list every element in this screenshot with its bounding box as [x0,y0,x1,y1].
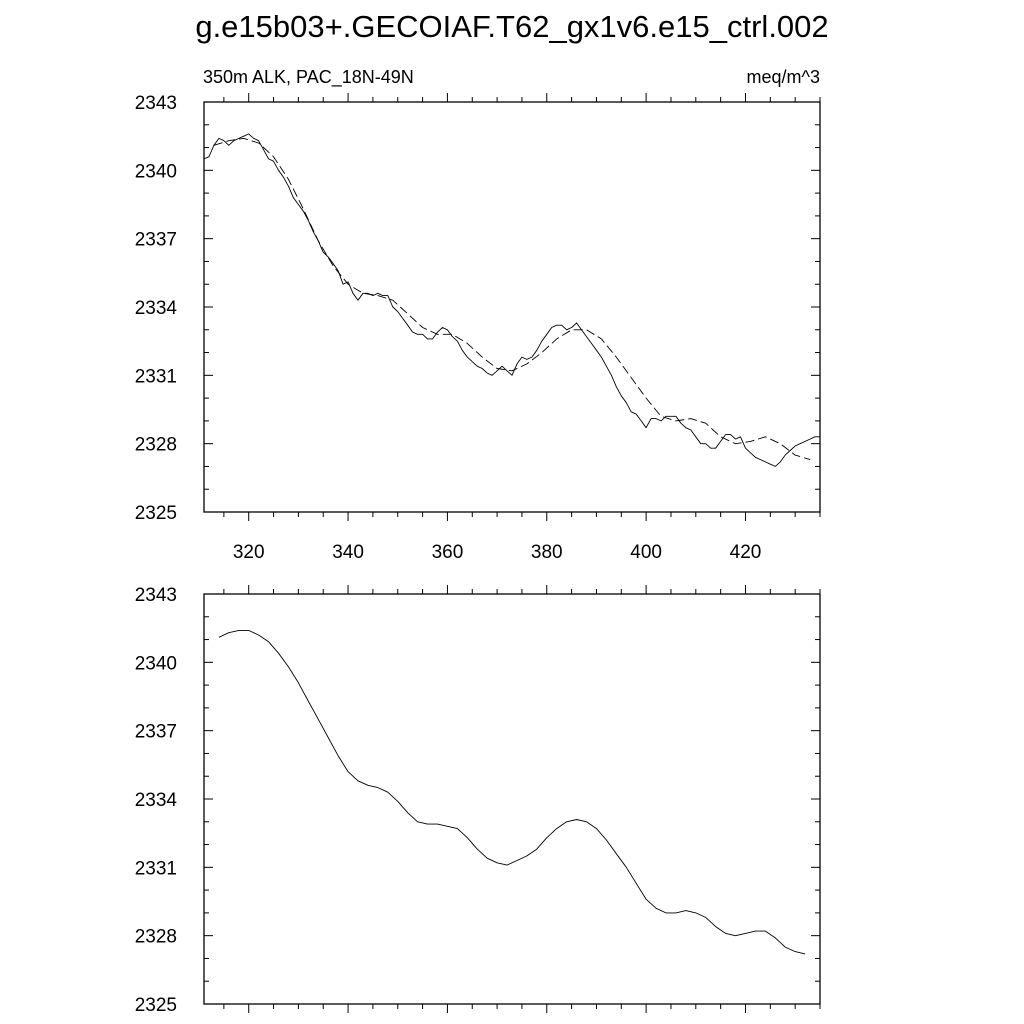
x-tick-label: 420 [730,542,762,563]
top-panel-frame [203,101,821,513]
y-tick-label: 2340 [135,653,177,674]
y-tick-label: 2337 [135,722,177,743]
y-tick-label: 2328 [135,435,177,456]
solid-series-line [218,629,806,955]
bottom-panel-plot-area [218,629,806,955]
y-tick-label: 2337 [135,230,177,251]
y-tick-label: 2325 [135,503,177,524]
top-panel-plot-area [203,133,820,467]
y-tick-label: 2334 [135,298,178,319]
x-tick-label: 360 [432,542,464,563]
x-tick-label: 320 [233,542,265,563]
top-panel: 350m ALK, PAC_18N-49N meq/m^3 2325232823… [135,67,821,563]
x-tick-label: 340 [332,542,364,563]
solid-series-line [203,133,820,467]
right-subtitle: meq/m^3 [747,67,820,87]
y-tick-label: 2340 [135,161,177,182]
chart-title: g.e15b03+.GECOIAF.T62_gx1v6.e15_ctrl.002 [195,9,828,44]
y-tick-label: 2331 [135,366,177,387]
bottom-panel-tick-labels: 2325 2328 2331 2334 2337 2340 2343 [135,585,178,1016]
left-subtitle: 350m ALK, PAC_18N-49N [203,67,414,88]
x-tick-label: 380 [531,542,563,563]
bottom-panel-frame [203,593,821,1005]
y-tick-label: 2334 [135,790,178,811]
x-tick-label: 400 [630,542,662,563]
y-tick-label: 2328 [135,927,177,948]
y-tick-label: 2325 [135,995,177,1016]
bottom-panel-ticks [204,585,821,1013]
dashed-trend-line [213,137,811,461]
y-tick-label: 2331 [135,858,177,879]
bottom-panel: 2325 2328 2331 2334 2337 2340 2343 [135,585,821,1016]
y-tick-label: 2343 [135,585,177,606]
top-panel-ticks [204,93,821,521]
y-tick-label: 2343 [135,93,177,114]
top-panel-tick-labels: 2325 2328 2331 2334 2337 2340 2343 320 340 360 380… [135,93,762,563]
